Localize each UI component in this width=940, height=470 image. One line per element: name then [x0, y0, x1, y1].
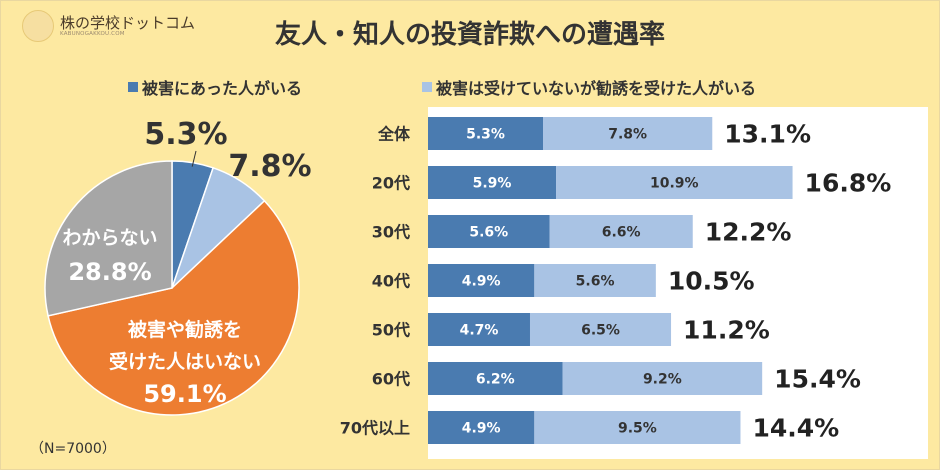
bar-segment-6-0: [428, 411, 535, 444]
bar-segment-label-4-1: 6.5%: [581, 323, 620, 339]
bar-segment-label-2-1: 6.6%: [602, 225, 641, 241]
bar-segment-label-4-0: 4.7%: [460, 323, 499, 339]
bar-total-label-6: 14.4%: [752, 414, 839, 443]
bar-category-label-3: 40代: [372, 272, 410, 291]
bar-category-label-0: 全体: [377, 125, 411, 144]
bar-segment-1-0: [428, 166, 557, 199]
pie-label-value-2: 59.1%: [143, 380, 226, 408]
bar-segment-2-0: [428, 215, 550, 248]
pie-leader-line-0: [191, 150, 197, 167]
pie-label-value-0: 5.3%: [144, 117, 227, 152]
legend-label-victim: 被害にあった人がいる: [142, 79, 303, 98]
sample-size-note: （N=7000）: [30, 441, 116, 457]
bar-segment-label-0-0: 5.3%: [466, 127, 505, 143]
bar-segment-6-1: [534, 411, 741, 444]
bar-segment-3-0: [428, 264, 535, 297]
logo-text-block: 株の学校ドットコム KABUNOGAKKOU.COM: [60, 15, 195, 37]
legend-label-solicited: 被害は受けていないが勧誘を受けた人がいる: [436, 79, 757, 98]
bar-total-label-2: 12.2%: [705, 218, 792, 247]
bar-segment-4-1: [529, 313, 672, 346]
bar-total-label-0: 13.1%: [724, 120, 811, 149]
bar-segment-label-1-0: 5.9%: [473, 176, 512, 192]
pie-label-value-1: 7.8%: [228, 149, 311, 184]
bar-segment-label-3-0: 4.9%: [462, 274, 501, 290]
chart-title: 友人・知人の投資詐欺への遭遇率: [274, 20, 665, 50]
bar-segment-label-0-1: 7.8%: [608, 127, 647, 143]
bar-category-label-6: 70代以上: [340, 419, 410, 438]
legend-item-victim: 被害にあった人がいる: [128, 75, 302, 99]
pie-label-category-2-line-0: 被害や勧誘を: [128, 318, 242, 341]
legend-item-solicited: 被害は受けていないが勧誘を受けた人がいる: [422, 75, 756, 99]
logo-subtitle: KABUNOGAKKOU.COM: [60, 31, 125, 37]
legend-swatch-solicited: [422, 82, 432, 92]
bar-segment-4-0: [428, 313, 530, 346]
bar-segment-label-1-1: 10.9%: [650, 176, 699, 192]
bar-segment-label-3-1: 5.6%: [576, 274, 615, 290]
bar-segment-label-6-1: 9.5%: [618, 421, 657, 437]
pie-label-category-3: わからない: [62, 227, 157, 249]
bar-total-label-5: 15.4%: [774, 365, 861, 394]
bar-total-label-4: 11.2%: [683, 316, 770, 345]
bar-segment-5-1: [562, 362, 763, 395]
bar-category-label-4: 50代: [372, 321, 410, 340]
bar-category-label-5: 60代: [372, 370, 410, 389]
pie-label-value-3: 28.8%: [68, 258, 151, 286]
pie-label-category-2-line-1: 受けた人はいない: [109, 350, 261, 373]
bar-segment-label-5-1: 9.2%: [643, 372, 682, 388]
bar-segment-0-0: [428, 117, 544, 150]
bar-segment-label-6-0: 4.9%: [462, 421, 501, 437]
bar-total-label-1: 16.8%: [805, 169, 892, 198]
brand-logo: 株の学校ドットコム KABUNOGAKKOU.COM: [22, 10, 195, 42]
logo-title: 株の学校ドットコム: [60, 14, 196, 32]
legend-swatch-victim: [128, 82, 138, 92]
bar-segment-2-1: [549, 215, 693, 248]
pie-slice-2: [47, 199, 300, 416]
bar-segment-5-0: [428, 362, 563, 395]
bar-total-label-3: 10.5%: [668, 267, 755, 296]
bar-category-label-1: 20代: [372, 174, 410, 193]
bar-segment-3-1: [534, 264, 656, 297]
bar-segment-1-1: [556, 166, 793, 199]
pie-slice-3: [44, 160, 173, 317]
logo-mark-icon: [22, 10, 54, 42]
bar-segment-label-5-0: 6.2%: [476, 372, 515, 388]
bar-category-label-2: 30代: [372, 223, 410, 242]
bar-segment-label-2-0: 5.6%: [469, 225, 508, 241]
bar-segment-0-1: [543, 117, 713, 150]
